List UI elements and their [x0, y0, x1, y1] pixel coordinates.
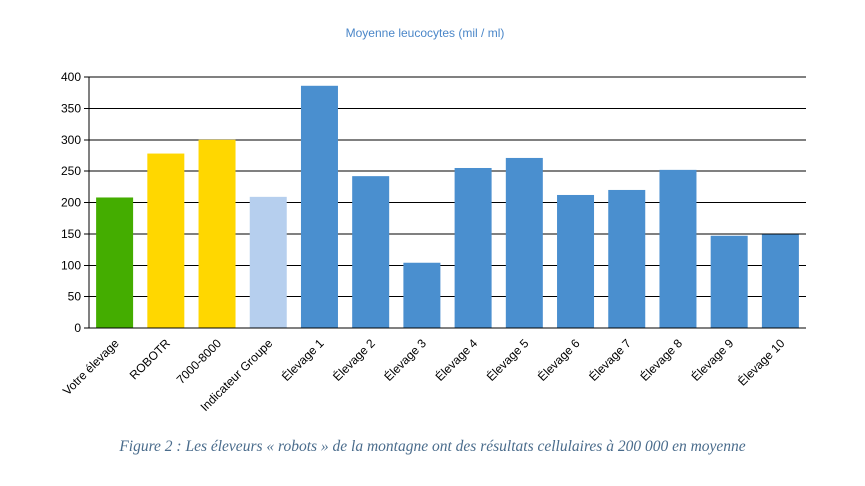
y-tick-label: 0: [74, 321, 81, 335]
x-category-label: Élevage 1: [278, 335, 327, 384]
bar: [147, 153, 185, 328]
bar: [505, 157, 543, 328]
y-tick-label: 50: [68, 290, 82, 304]
x-category-label: Élevage 9: [688, 335, 737, 384]
bar: [249, 196, 287, 328]
bar: [557, 194, 595, 328]
grid-lines: [89, 76, 806, 298]
y-tick-label: 100: [61, 258, 81, 272]
x-category-label: ROBOTR: [127, 336, 173, 382]
bar: [352, 176, 390, 328]
x-category-label: Élevage 8: [637, 335, 686, 384]
figure-caption: Figure 2 : Les éleveurs « robots » de la…: [119, 438, 746, 455]
bar: [300, 85, 338, 328]
y-tick-label: 350: [61, 101, 81, 115]
x-category-label: Élevage 5: [483, 335, 532, 384]
x-category-label: 7000-8000: [174, 336, 225, 387]
x-category-label: Élevage 6: [534, 335, 583, 384]
y-tick-label: 400: [61, 70, 81, 84]
x-category-label: Élevage 4: [432, 335, 481, 384]
x-category-label: Élevage 7: [586, 335, 635, 384]
bar: [659, 169, 697, 328]
bar-chart: Moyenne leucocytes (mil / ml) 0 50 100 150 2…: [60, 26, 806, 414]
bar: [761, 234, 799, 328]
bar: [96, 197, 134, 328]
chart-title: Moyenne leucocytes (mil / ml): [346, 26, 505, 40]
y-tick-label: 300: [61, 133, 81, 147]
bar: [608, 189, 646, 328]
bar: [403, 262, 441, 328]
bars: [96, 85, 799, 328]
x-category-label: Votre élevage: [60, 336, 122, 398]
y-tick-label: 250: [61, 164, 81, 178]
x-category-label: Élevage 2: [329, 335, 378, 384]
x-category-label: Élevage 10: [734, 335, 787, 388]
bar: [710, 235, 748, 328]
axes: 0 50 100 150 200 250 300 350 400: [61, 70, 806, 335]
bar: [198, 139, 236, 328]
y-tick-label: 200: [61, 196, 81, 210]
x-category-label: Élevage 3: [381, 335, 430, 384]
bar: [454, 167, 492, 328]
y-tick-label: 150: [61, 227, 81, 241]
